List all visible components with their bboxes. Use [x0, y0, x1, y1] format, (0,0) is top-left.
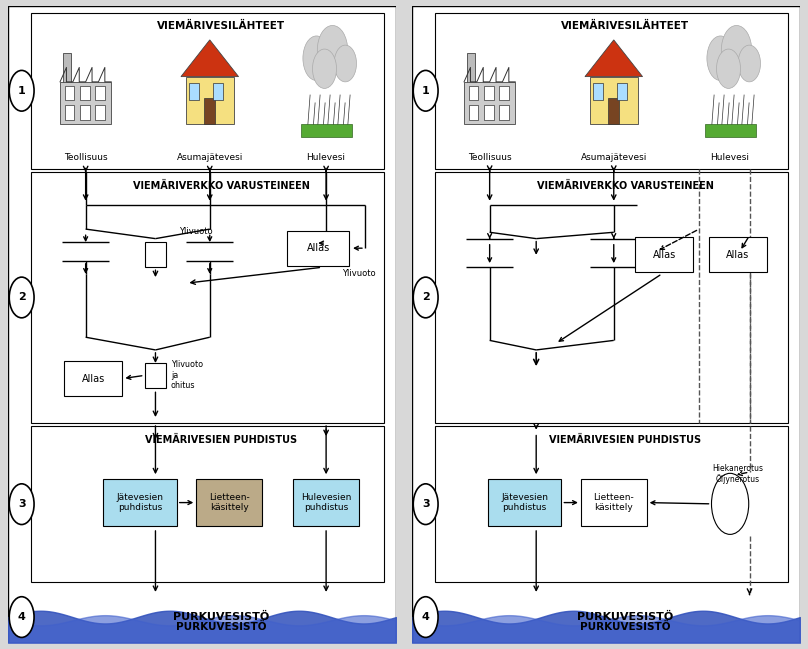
Text: Allas: Allas: [726, 249, 750, 260]
Circle shape: [738, 45, 760, 82]
Text: VIEMÄRIVESILÄHTEET: VIEMÄRIVESILÄHTEET: [158, 21, 285, 31]
Circle shape: [335, 45, 356, 82]
Bar: [469, 86, 478, 100]
Bar: [709, 237, 767, 272]
Bar: [145, 242, 166, 267]
Text: PURKUVESISTÖ: PURKUVESISTÖ: [173, 612, 270, 622]
Bar: [488, 479, 562, 526]
Text: Teollisuus: Teollisuus: [468, 153, 511, 162]
Text: Allas: Allas: [82, 374, 105, 384]
Bar: [464, 82, 516, 124]
Bar: [288, 230, 349, 265]
Text: 2: 2: [18, 293, 26, 302]
Text: Hulevesi: Hulevesi: [306, 153, 346, 162]
Circle shape: [9, 277, 34, 318]
Bar: [65, 86, 74, 100]
Text: VIEMÄRIVESIEN PUHDISTUS: VIEMÄRIVESIEN PUHDISTUS: [145, 435, 297, 445]
Bar: [186, 77, 234, 124]
Text: VIEMÄRIVERKKO VARUSTEINEEN: VIEMÄRIVERKKO VARUSTEINEEN: [133, 181, 309, 191]
Text: 1: 1: [422, 86, 430, 96]
Bar: [617, 83, 627, 100]
Circle shape: [9, 484, 34, 524]
Circle shape: [318, 25, 347, 75]
Text: Hulevesien
puhdistus: Hulevesien puhdistus: [301, 493, 351, 512]
Text: Ylivuoto
ja
ohitus: Ylivuoto ja ohitus: [171, 360, 203, 390]
Bar: [196, 479, 262, 526]
Text: Jätevesien
puhdistus: Jätevesien puhdistus: [501, 493, 548, 512]
Text: 3: 3: [18, 499, 26, 509]
Bar: [499, 86, 509, 100]
Text: Hiekanerotus
Öljynerotus: Hiekanerotus Öljynerotus: [713, 464, 764, 484]
Text: 3: 3: [422, 499, 430, 509]
Circle shape: [313, 49, 336, 88]
Text: 4: 4: [18, 612, 26, 622]
Bar: [95, 86, 105, 100]
Text: Teollisuus: Teollisuus: [64, 153, 107, 162]
Circle shape: [413, 70, 438, 111]
Bar: [65, 106, 74, 120]
Bar: [293, 479, 359, 526]
Bar: [32, 426, 385, 582]
Circle shape: [413, 484, 438, 524]
Bar: [65, 361, 123, 396]
Text: VIEMÄRIVERKKO VARUSTEINEEN: VIEMÄRIVERKKO VARUSTEINEEN: [537, 181, 713, 191]
Bar: [80, 106, 90, 120]
Circle shape: [707, 36, 734, 80]
Text: PURKUVESISTÖ: PURKUVESISTÖ: [580, 622, 671, 631]
Bar: [145, 363, 166, 388]
Text: PURKUVESISTÖ: PURKUVESISTÖ: [176, 622, 267, 631]
Circle shape: [722, 25, 751, 75]
Bar: [593, 83, 604, 100]
Bar: [95, 106, 105, 120]
Bar: [436, 172, 789, 423]
Circle shape: [413, 596, 438, 637]
Text: Jätevesien
puhdistus: Jätevesien puhdistus: [116, 493, 163, 512]
Bar: [608, 97, 620, 124]
Circle shape: [712, 473, 749, 534]
Text: Allas: Allas: [307, 243, 330, 253]
Bar: [484, 86, 494, 100]
Text: Ylivuoto: Ylivuoto: [342, 269, 375, 278]
Bar: [469, 106, 478, 120]
Text: Allas: Allas: [653, 249, 675, 260]
Bar: [436, 426, 789, 582]
Bar: [301, 124, 351, 137]
Text: Ylivuoto: Ylivuoto: [179, 227, 213, 236]
Bar: [581, 479, 646, 526]
Text: Asumajätevesi: Asumajätevesi: [581, 153, 647, 162]
Bar: [635, 237, 693, 272]
Bar: [80, 86, 90, 100]
Circle shape: [717, 49, 740, 88]
Bar: [32, 13, 385, 169]
Bar: [499, 106, 509, 120]
Polygon shape: [181, 40, 238, 77]
Circle shape: [413, 277, 438, 318]
Text: 1: 1: [18, 86, 26, 96]
Bar: [63, 53, 71, 84]
Text: PURKUVESISTÖ: PURKUVESISTÖ: [577, 612, 674, 622]
Text: 2: 2: [422, 293, 430, 302]
Bar: [705, 124, 755, 137]
Circle shape: [9, 70, 34, 111]
Bar: [467, 53, 475, 84]
Bar: [32, 172, 385, 423]
Bar: [484, 106, 494, 120]
Circle shape: [9, 596, 34, 637]
Bar: [189, 83, 200, 100]
Bar: [60, 82, 112, 124]
Text: VIEMÄRIVESILÄHTEET: VIEMÄRIVESILÄHTEET: [562, 21, 689, 31]
Text: Hulevesi: Hulevesi: [710, 153, 750, 162]
Text: Lietteen-
käsittely: Lietteen- käsittely: [593, 493, 634, 512]
Bar: [103, 479, 177, 526]
Text: Lietteen-
käsittely: Lietteen- käsittely: [208, 493, 250, 512]
Bar: [204, 97, 216, 124]
Text: VIEMÄRIVESIEN PUHDISTUS: VIEMÄRIVESIEN PUHDISTUS: [549, 435, 701, 445]
Bar: [213, 83, 223, 100]
Bar: [436, 13, 789, 169]
Polygon shape: [585, 40, 642, 77]
Text: 4: 4: [422, 612, 430, 622]
Text: Asumajätevesi: Asumajätevesi: [177, 153, 243, 162]
Bar: [590, 77, 638, 124]
Circle shape: [303, 36, 330, 80]
